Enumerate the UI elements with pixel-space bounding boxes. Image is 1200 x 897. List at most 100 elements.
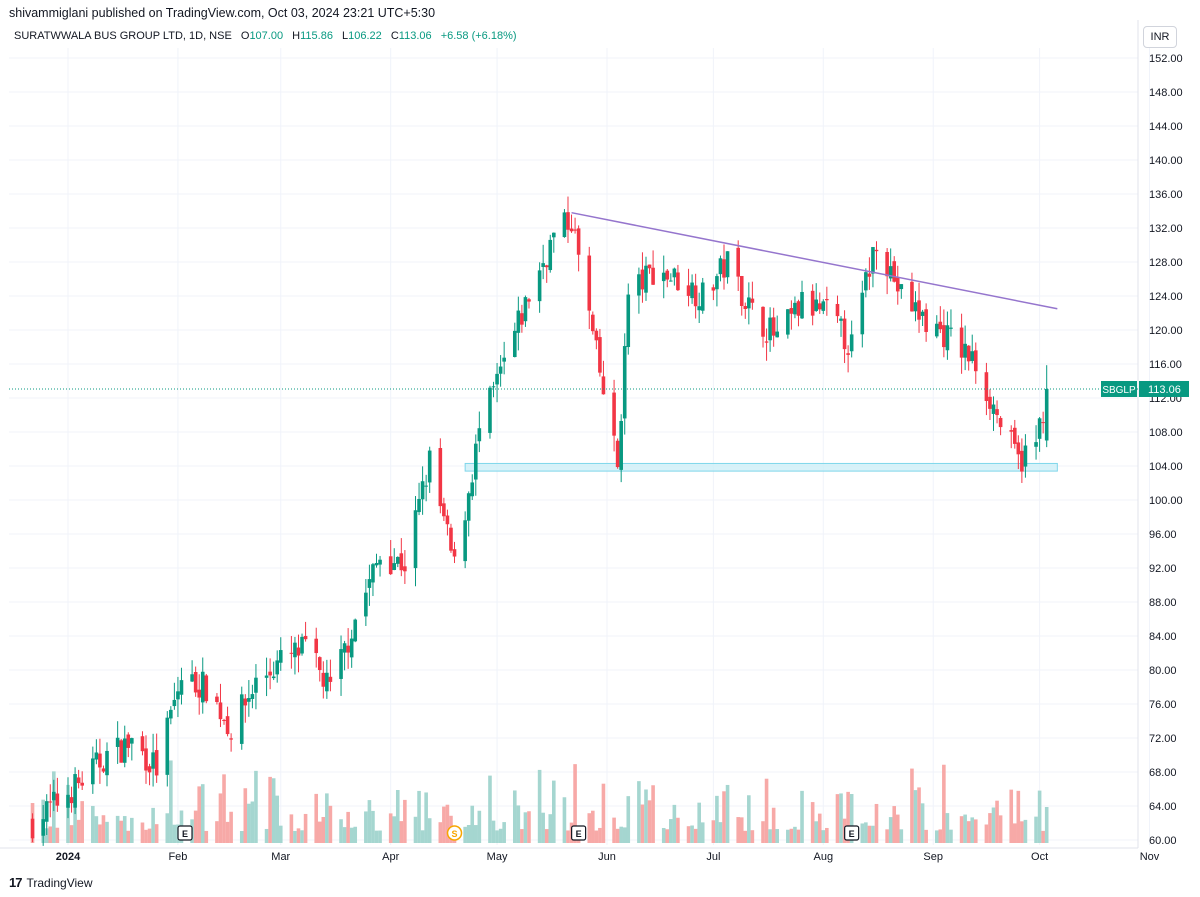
event-marker-label: E xyxy=(182,829,188,839)
candle-body xyxy=(739,276,744,306)
candle-body xyxy=(200,671,205,703)
volume-bar xyxy=(445,804,450,843)
volume-bar xyxy=(293,830,297,843)
price-tick-label: 128.00 xyxy=(1149,257,1183,269)
volume-bar xyxy=(598,827,602,843)
candle-body xyxy=(676,272,680,291)
volume-bar xyxy=(364,811,368,843)
symbol-title[interactable]: SURATWWALA BUS GROUP LTD, 1D, NSE xyxy=(14,30,232,42)
volume-bar xyxy=(711,820,716,843)
candle-body xyxy=(793,302,797,315)
volume-bar xyxy=(849,794,854,843)
candle-body xyxy=(949,327,953,329)
candle-body xyxy=(445,515,450,525)
candle-body xyxy=(151,752,155,769)
candle-body xyxy=(541,263,545,267)
volume-bars xyxy=(30,760,1049,843)
candle-body xyxy=(80,782,84,786)
volume-bar xyxy=(204,830,209,843)
volume-bar xyxy=(271,778,276,843)
volume-bar xyxy=(725,784,730,843)
event-marker-label: E xyxy=(849,829,855,839)
volume-bar xyxy=(587,813,592,843)
volume-bar xyxy=(1037,790,1042,843)
candle-body xyxy=(527,299,531,302)
volume-bar xyxy=(346,811,350,843)
volume-bar xyxy=(378,830,382,843)
volume-bar xyxy=(775,829,779,843)
candle-body xyxy=(488,387,492,433)
tradingview-brand[interactable]: 17 TradingView xyxy=(9,875,93,890)
volume-bar xyxy=(676,817,680,843)
volume-bar xyxy=(101,815,106,843)
price-tick-label: 68.00 xyxy=(1149,767,1177,779)
candle-body xyxy=(594,330,599,341)
candle-body xyxy=(825,298,829,301)
price-tick-label: 60.00 xyxy=(1149,835,1177,847)
price-tick-label: 80.00 xyxy=(1149,665,1177,677)
volume-bar xyxy=(321,816,326,843)
candle-body xyxy=(101,768,106,772)
candle-body xyxy=(846,353,850,355)
low-key: L xyxy=(342,30,349,42)
candle-body xyxy=(995,409,999,416)
volume-bar xyxy=(591,810,595,843)
symbol-tag-label: SBGLP xyxy=(1102,385,1136,396)
volume-bar xyxy=(296,828,301,843)
time-tick-label: Apr xyxy=(382,851,399,863)
volume-bar xyxy=(1034,816,1038,843)
candle-body xyxy=(349,638,354,658)
volume-bar xyxy=(126,830,131,843)
time-tick-label: Jul xyxy=(706,851,720,863)
volume-bar xyxy=(665,829,670,843)
candle-body xyxy=(693,285,698,307)
volume-bar xyxy=(424,792,428,843)
candle-body xyxy=(229,738,233,740)
volume-bar xyxy=(743,830,748,843)
volume-bar xyxy=(169,760,173,843)
earnings-event-marker xyxy=(177,825,193,841)
candle-body xyxy=(119,740,123,763)
candle-body xyxy=(686,285,691,296)
volume-bar xyxy=(512,790,517,843)
low-value: 106.22 xyxy=(348,30,382,42)
support-zone-layer[interactable] xyxy=(464,462,1058,472)
candle-body xyxy=(1034,442,1038,447)
candle-body xyxy=(1012,427,1017,444)
candle-body xyxy=(644,265,648,293)
volume-bar xyxy=(984,824,989,843)
volume-bar xyxy=(771,807,776,843)
volume-bar xyxy=(222,774,226,843)
time-axis[interactable]: 2024 Feb Mar Apr May Jun Jul Aug Sep Oct Nov xyxy=(0,847,1160,863)
candle-body xyxy=(399,553,404,571)
price-tick-label: 104.00 xyxy=(1149,461,1183,473)
candle-body xyxy=(364,592,368,617)
trendline-layer[interactable] xyxy=(571,211,1058,310)
candle-body xyxy=(619,420,623,470)
candle-body xyxy=(395,556,400,564)
grid xyxy=(9,48,1151,845)
volume-bar xyxy=(151,807,155,843)
currency-button[interactable]: INR xyxy=(1143,26,1177,48)
candle-body xyxy=(817,303,822,310)
candle-body xyxy=(69,797,74,804)
volume-bar xyxy=(250,801,255,843)
last-price-layer: SBGLP 113.06 xyxy=(9,380,1189,397)
volume-bar xyxy=(289,814,294,843)
volume-bar xyxy=(786,829,790,843)
volume-bar xyxy=(420,830,425,843)
price-axis[interactable]: 152.00 148.00 144.00 140.00 136.00 132.00 128.… xyxy=(1137,20,1183,848)
publish-line: shivammiglani published on TradingView.c… xyxy=(9,6,436,20)
candle-body xyxy=(275,660,280,675)
candle-body xyxy=(449,527,453,551)
volume-bar xyxy=(1012,823,1017,843)
price-tick-label: 140.00 xyxy=(1149,155,1183,167)
volume-bar xyxy=(761,821,765,843)
volume-bar xyxy=(317,821,322,843)
volume-bar xyxy=(747,795,751,843)
volume-bar xyxy=(669,819,673,843)
volume-bar xyxy=(130,817,134,843)
volume-bar xyxy=(917,787,921,843)
